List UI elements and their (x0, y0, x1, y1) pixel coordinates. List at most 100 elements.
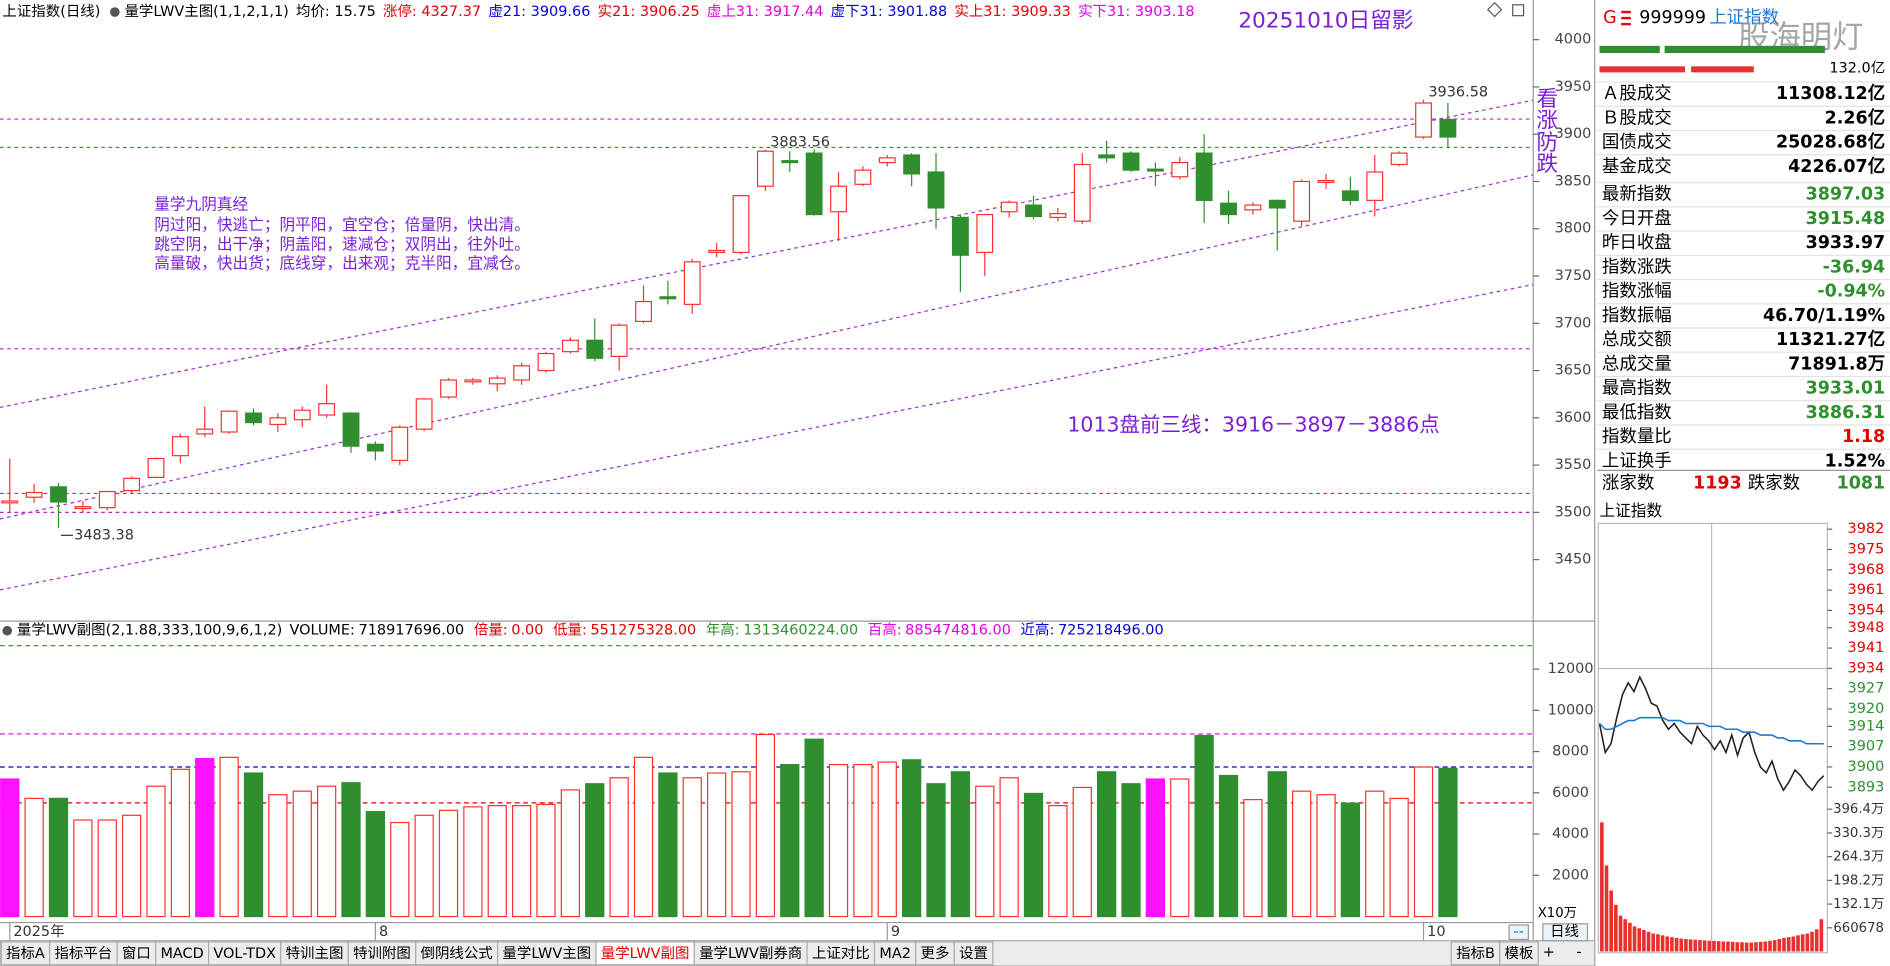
candle-body (171, 436, 189, 457)
square-icon[interactable] (1512, 4, 1525, 17)
tab-label[interactable]: 更多 (921, 945, 950, 962)
candle-body (488, 377, 506, 385)
candle-body (976, 213, 994, 253)
tab-label[interactable]: 模板 (1505, 944, 1534, 962)
y-tick-label: 3961 (1847, 582, 1884, 598)
breadth-label: 涨家数 (1602, 474, 1654, 494)
corner-box[interactable] (1508, 924, 1529, 941)
intraday-volume-bar (1688, 939, 1693, 952)
info-value: 3933.01 (1806, 379, 1886, 399)
volume-bar (1438, 767, 1458, 918)
y-tick-label: 3450 (1555, 552, 1592, 568)
indicator-icon[interactable] (110, 7, 120, 17)
tab-label[interactable]: 特训附图 (353, 945, 411, 962)
zoom-out[interactable]: - (1576, 945, 1581, 961)
legend-value: 885474816.00 (905, 623, 1011, 639)
volume-bar (146, 785, 166, 918)
zoom-in[interactable]: + (1543, 945, 1555, 961)
tab-label[interactable]: 量学LWV主图 (502, 945, 591, 962)
y-tick-label: 8000 (1552, 744, 1589, 760)
y-tick-label: 12000 (1548, 661, 1594, 677)
candle-body (74, 506, 92, 510)
intraday-volume-bar (1810, 931, 1814, 952)
candle-body (123, 477, 141, 492)
y-tick-label: 3954 (1847, 602, 1884, 618)
info-value: 3933.97 (1806, 233, 1886, 253)
intraday-volume-bar (1628, 922, 1632, 952)
y-tick-label: 4000 (1555, 32, 1592, 48)
tab-label[interactable]: VOL-TDX (213, 946, 276, 962)
candle-body (366, 443, 384, 452)
period-box[interactable] (1542, 923, 1589, 942)
menu-icon[interactable] (1621, 10, 1631, 14)
info-label: Ａ股成交 (1602, 84, 1672, 104)
indicator-icon[interactable] (2, 625, 13, 636)
info-value: 4226.07亿 (1788, 156, 1885, 177)
menu-icon[interactable] (1621, 22, 1631, 26)
tab-label[interactable]: 倒阴线公式 (421, 945, 493, 962)
tab-label[interactable]: 窗口 (122, 944, 151, 962)
tab[interactable] (1499, 941, 1539, 966)
candle-body (756, 150, 774, 187)
diamond-icon[interactable] (1486, 1, 1503, 18)
tab-label[interactable]: 指标平台 (54, 945, 112, 962)
date-label: 9 (891, 924, 900, 940)
candle-body (659, 296, 677, 300)
intraday-volume-bar (1819, 919, 1824, 952)
legend-value: 725218496.00 (1058, 623, 1164, 639)
verse-line: 高量破，快出货；底线穿，出来观；克半阳，宜减仓。 (154, 254, 530, 273)
intraday-volume-bar (1684, 938, 1688, 952)
candle-body (1415, 102, 1432, 138)
intraday-volume-bar (1707, 940, 1712, 952)
tab-label[interactable]: 特训主图 (286, 945, 344, 962)
y-tick-label: 660678 (1833, 921, 1884, 936)
volume-bar (48, 797, 69, 918)
tab-label[interactable]: MA2 (879, 946, 911, 962)
plan-note: 1013盘前三线：3916－3897－3886点 (1067, 413, 1439, 437)
tab-label[interactable]: 指标A (6, 945, 45, 962)
tab-label[interactable]: 上证对比 (812, 945, 870, 962)
tab-label[interactable]: 量学LWV副券商 (699, 945, 802, 962)
y-tick-label: 3968 (1847, 562, 1884, 578)
y-tick-label: 3850 (1555, 173, 1592, 189)
intraday-volume-bar (1744, 942, 1749, 952)
badge: G (1603, 8, 1617, 28)
volume-bar (170, 768, 191, 918)
volume-bar (658, 772, 678, 918)
menu-icon[interactable] (1621, 16, 1631, 20)
intraday-volume-bar (1805, 933, 1810, 952)
period[interactable]: 日线 (1550, 923, 1579, 940)
volume-bar (1292, 790, 1312, 918)
breadth-value: 1193 (1693, 474, 1742, 494)
candle-body (98, 490, 116, 509)
tab-label[interactable]: 量学LWV副图 (601, 945, 690, 962)
candle-body (927, 171, 945, 209)
candle-body (854, 169, 872, 185)
legend-name: VOLUME: (290, 623, 355, 639)
high-label: 3883.56 (770, 135, 830, 151)
intraday-volume-bar (1604, 865, 1609, 952)
candle-body (683, 261, 701, 305)
volume-bar (1340, 802, 1361, 918)
volume-bar (975, 785, 995, 918)
volume-bar (1243, 799, 1263, 918)
tab[interactable] (953, 941, 994, 966)
tab-label[interactable]: 指标B (1456, 945, 1495, 962)
intraday-volume-bar (1740, 942, 1744, 952)
y-tick-label: 3550 (1555, 457, 1592, 473)
tab-label[interactable]: MACD (160, 946, 203, 962)
header-item: 均价: 15.75 (296, 3, 376, 20)
gauge (1691, 66, 1754, 73)
info-label: Ｂ股成交 (1602, 108, 1672, 128)
y-tick-label: 3893 (1847, 779, 1884, 795)
intraday-volume-bar (1637, 928, 1642, 952)
candle-body (1244, 204, 1262, 211)
legend-name: 年高: (706, 622, 740, 639)
legend-value: 718917696.00 (359, 623, 465, 639)
date-label: 2025年 (13, 923, 64, 940)
corner-button[interactable]: -- (1514, 924, 1524, 940)
legend-name: 倍量: (474, 622, 508, 639)
tab-label[interactable]: 设置 (959, 945, 988, 962)
volume-bar (926, 783, 946, 918)
y-tick-label: 3920 (1847, 701, 1884, 717)
